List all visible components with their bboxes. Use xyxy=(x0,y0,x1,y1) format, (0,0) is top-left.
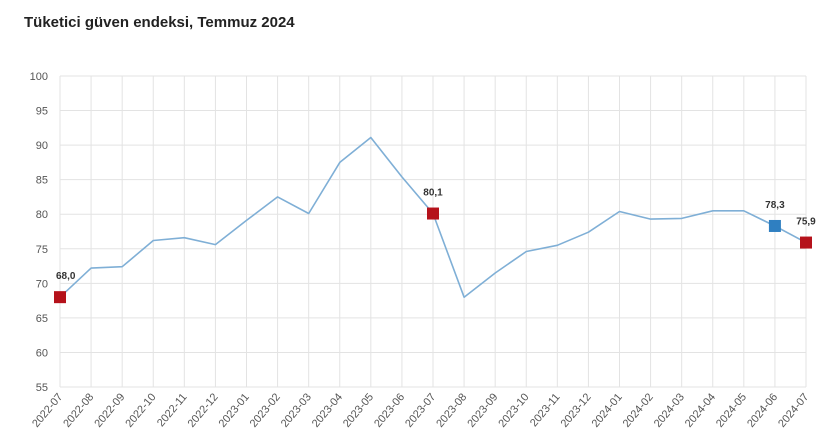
y-tick-label: 100 xyxy=(30,71,48,83)
x-tick-label: 2024-06 xyxy=(745,391,780,430)
y-tick-label: 80 xyxy=(36,209,48,221)
data-point-marker xyxy=(800,236,812,249)
x-tick-label: 2024-07 xyxy=(776,391,811,430)
data-point-marker xyxy=(427,207,439,220)
chart-title: Tüketici güven endeksi, Temmuz 2024 xyxy=(24,14,295,31)
x-tick-label: 2024-05 xyxy=(714,391,749,430)
x-tick-label: 2024-02 xyxy=(621,391,656,430)
y-tick-label: 85 xyxy=(36,175,48,187)
data-label: 68,0 xyxy=(56,271,76,282)
x-tick-label: 2024-04 xyxy=(683,391,718,430)
x-tick-label: 2023-06 xyxy=(372,391,407,430)
data-label: 78,3 xyxy=(765,200,785,211)
x-tick-label: 2023-09 xyxy=(465,391,500,430)
y-tick-label: 90 xyxy=(36,140,48,152)
y-tick-label: 60 xyxy=(36,347,48,359)
data-point-marker xyxy=(54,291,66,304)
y-tick-label: 95 xyxy=(36,106,48,118)
data-label: 75,9 xyxy=(796,217,816,228)
y-tick-label: 55 xyxy=(36,382,48,394)
data-label: 80,1 xyxy=(423,188,443,199)
x-tick-label: 2023-04 xyxy=(310,391,345,430)
y-tick-label: 70 xyxy=(36,278,48,290)
x-tick-label: 2022-09 xyxy=(92,391,127,430)
x-tick-label: 2022-07 xyxy=(30,391,65,430)
data-point-marker xyxy=(768,219,781,232)
x-tick-label: 2023-11 xyxy=(528,391,563,429)
x-tick-label: 2022-08 xyxy=(61,391,96,430)
y-tick-label: 75 xyxy=(36,244,48,256)
x-tick-label: 2022-12 xyxy=(186,391,221,430)
x-tick-label: 2023-01 xyxy=(217,391,252,430)
x-tick-label: 2023-08 xyxy=(434,391,469,430)
x-tick-label: 2024-03 xyxy=(652,391,687,430)
x-tick-label: 2023-05 xyxy=(341,391,376,430)
x-tick-label: 2023-10 xyxy=(496,391,531,430)
x-tick-label: 2023-02 xyxy=(248,391,283,430)
y-tick-label: 65 xyxy=(36,313,48,325)
x-tick-label: 2023-07 xyxy=(403,391,438,430)
x-tick-label: 2023-03 xyxy=(279,391,314,430)
x-tick-label: 2022-11 xyxy=(155,391,190,429)
x-tick-label: 2022-10 xyxy=(123,391,158,430)
x-tick-label: 2024-01 xyxy=(590,391,625,430)
x-tick-label: 2023-12 xyxy=(559,391,594,430)
